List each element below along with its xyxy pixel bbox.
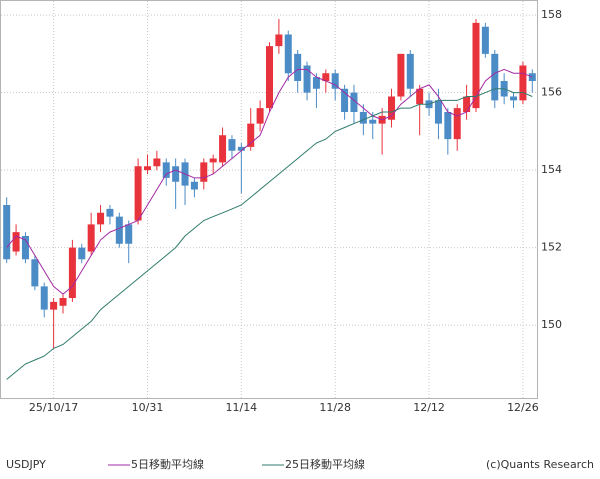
candle-body bbox=[463, 96, 471, 112]
candle-body bbox=[284, 34, 292, 74]
candle-body bbox=[12, 232, 20, 252]
candle-body bbox=[247, 123, 255, 147]
y-tick-label: 154 bbox=[541, 163, 562, 176]
candle-body bbox=[68, 247, 76, 299]
candle-body bbox=[331, 73, 339, 89]
candle-body bbox=[472, 22, 480, 109]
candle-body bbox=[416, 88, 424, 105]
candle-body bbox=[115, 216, 123, 244]
candle-body bbox=[350, 92, 358, 112]
x-tick-label: 12/12 bbox=[413, 401, 445, 414]
candle-body bbox=[162, 162, 170, 178]
x-tick-label: 12/26 bbox=[507, 401, 539, 414]
x-tick-label: 11/14 bbox=[225, 401, 257, 414]
candle-body bbox=[481, 26, 489, 54]
candle-body bbox=[256, 108, 264, 124]
candle-body bbox=[209, 158, 217, 163]
candle-body bbox=[134, 166, 142, 221]
candle-body bbox=[31, 259, 39, 287]
candle-body bbox=[388, 96, 396, 120]
legend-label: 25日移動平均線 bbox=[285, 457, 365, 471]
candle-body bbox=[200, 162, 208, 182]
candle-body bbox=[266, 46, 273, 109]
x-tick-label: 11/28 bbox=[319, 401, 351, 414]
candle-body bbox=[50, 301, 58, 310]
candle-body bbox=[359, 111, 367, 124]
candle-body bbox=[87, 224, 95, 252]
candle-body bbox=[519, 65, 527, 101]
candle-body bbox=[406, 53, 414, 89]
candle-body bbox=[125, 224, 133, 244]
candle-body bbox=[322, 73, 330, 81]
y-tick-label: 156 bbox=[541, 86, 562, 99]
candle-body bbox=[294, 53, 302, 81]
candle-body bbox=[303, 65, 311, 93]
legend-label: 5日移動平均線 bbox=[131, 457, 204, 471]
ma-line bbox=[6, 68, 533, 295]
candle-body bbox=[528, 73, 536, 81]
candle-body bbox=[275, 34, 283, 47]
candle-body bbox=[97, 212, 105, 225]
candle-body bbox=[444, 111, 452, 140]
y-tick-label: 150 bbox=[541, 318, 562, 331]
candle-body bbox=[228, 139, 236, 151]
ma-line bbox=[6, 88, 533, 380]
candle-body bbox=[397, 53, 405, 97]
candle-body bbox=[219, 135, 227, 163]
credit: (c)Quants Research bbox=[486, 458, 594, 471]
candle-body bbox=[510, 96, 518, 101]
x-tick-label: 25/10/17 bbox=[29, 401, 78, 414]
candle-body bbox=[312, 77, 320, 89]
candle-body bbox=[40, 286, 48, 310]
candle-body bbox=[491, 53, 499, 101]
candle-body bbox=[143, 166, 151, 171]
candle-body bbox=[21, 236, 29, 260]
chart-title: USDJPY bbox=[6, 458, 46, 471]
candle-body bbox=[78, 247, 86, 260]
candle-body bbox=[237, 146, 245, 151]
candle-body bbox=[153, 158, 161, 167]
candle-body bbox=[190, 181, 198, 190]
candle-body bbox=[59, 298, 67, 306]
candle-body bbox=[3, 205, 11, 260]
candle-body bbox=[341, 88, 349, 112]
candle-body bbox=[369, 119, 377, 124]
x-tick-label: 10/31 bbox=[132, 401, 164, 414]
candle-body bbox=[172, 166, 180, 182]
y-tick-label: 158 bbox=[541, 8, 562, 21]
candle-body bbox=[453, 108, 461, 140]
candle-body bbox=[434, 100, 442, 124]
candle-body bbox=[106, 208, 114, 217]
y-tick-label: 152 bbox=[541, 241, 562, 254]
